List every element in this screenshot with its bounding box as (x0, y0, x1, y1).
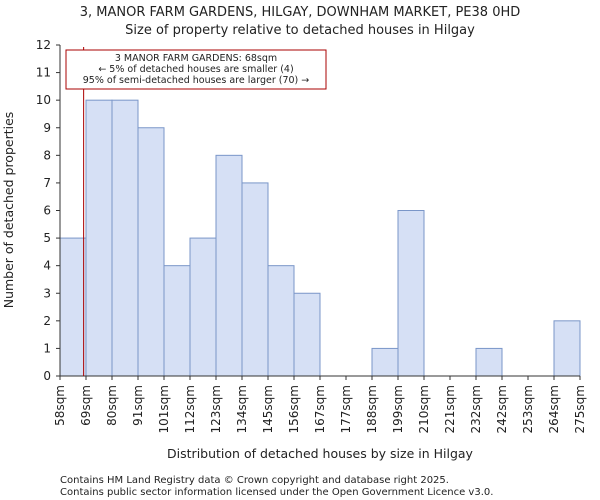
y-tick-label: 3 (43, 286, 51, 300)
y-tick-label: 6 (43, 204, 51, 218)
bar-145sqm (267, 265, 295, 377)
bar-134sqm (241, 182, 269, 377)
x-tick-label: 188sqm (365, 385, 379, 433)
annotation-box: 3 MANOR FARM GARDENS: 68sqm ← 5% of deta… (65, 49, 327, 90)
x-tick-label: 112sqm (183, 385, 197, 433)
x-ticks-group: 58sqm 69sqm 80sqm 91sqm 101sqm 112sqm 123sqm 13… (53, 376, 587, 433)
y-tick-label: 8 (43, 148, 51, 162)
x-tick-label: 101sqm (157, 385, 171, 433)
bar-101sqm (163, 265, 191, 377)
bar-112sqm (189, 237, 217, 377)
bar-156sqm (293, 292, 321, 377)
bar-199sqm (397, 210, 425, 377)
chart-title: 3, MANOR FARM GARDENS, HILGAY, DOWNHAM M… (80, 5, 521, 20)
bar-69sqm (85, 99, 113, 377)
x-tick-label: 80sqm (105, 385, 119, 426)
y-tick-label: 5 (43, 231, 51, 245)
y-tick-label: 10 (36, 93, 51, 107)
x-tick-label: 69sqm (79, 385, 93, 426)
x-tick-label: 156sqm (287, 385, 301, 433)
bar-232sqm (475, 347, 503, 377)
chart-subtitle: Size of property relative to detached ho… (125, 23, 475, 38)
annotation-line-3: 95% of semi-detached houses are larger (… (83, 75, 310, 86)
y-tick-label: 9 (43, 121, 51, 135)
bar-91sqm (137, 127, 165, 377)
x-tick-label: 58sqm (53, 385, 67, 426)
x-tick-label: 123sqm (209, 385, 223, 433)
y-tick-label: 7 (43, 176, 51, 190)
bars-group (59, 99, 581, 377)
x-tick-label: 199sqm (391, 385, 405, 433)
x-tick-label: 91sqm (131, 385, 145, 426)
x-tick-label: 221sqm (443, 385, 457, 433)
bar-80sqm (111, 99, 139, 377)
x-tick-label: 145sqm (261, 385, 275, 433)
x-tick-label: 210sqm (417, 385, 431, 433)
x-tick-label: 232sqm (469, 385, 483, 433)
footer-line-1: Contains HM Land Registry data © Crown c… (60, 475, 449, 486)
annotation-line-1: 3 MANOR FARM GARDENS: 68sqm (115, 53, 277, 64)
x-axis-label: Distribution of detached houses by size … (167, 446, 474, 461)
bar-264sqm (553, 320, 581, 377)
footer-line-2: Contains public sector information licen… (60, 487, 493, 498)
x-tick-label: 134sqm (235, 385, 249, 433)
y-tick-label: 0 (43, 369, 51, 383)
x-tick-label: 177sqm (339, 385, 353, 433)
y-tick-label: 12 (36, 38, 51, 52)
bar-188sqm (371, 347, 399, 377)
x-tick-label: 242sqm (495, 385, 509, 433)
x-tick-label: 275sqm (573, 385, 587, 433)
x-tick-label: 253sqm (521, 385, 535, 433)
x-tick-label: 264sqm (547, 385, 561, 433)
bar-123sqm (215, 154, 243, 377)
annotation-frame (65, 49, 327, 90)
annotation-line-2: ← 5% of detached houses are smaller (4) (98, 64, 293, 75)
y-axis-label: Number of detached properties (1, 112, 16, 309)
y-tick-label: 2 (43, 314, 51, 328)
x-tick-label: 167sqm (313, 385, 327, 433)
y-tick-label: 4 (43, 259, 51, 273)
y-tick-label: 11 (36, 66, 51, 80)
bar-58sqm (59, 237, 87, 377)
y-tick-label: 1 (43, 341, 51, 355)
